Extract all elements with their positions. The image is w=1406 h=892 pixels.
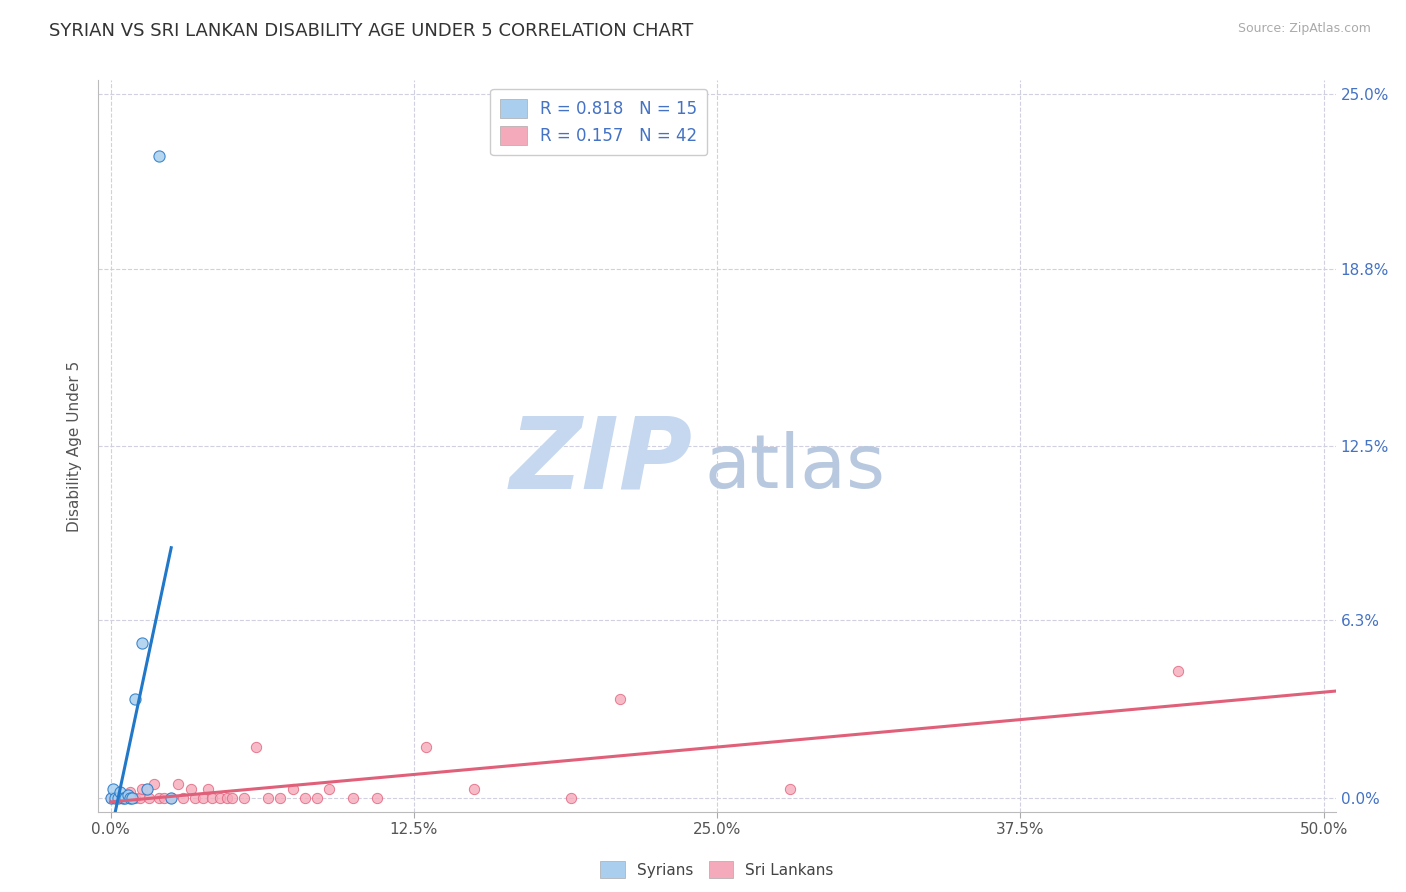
Point [110, 790, 132, 805]
Point [153, 790, 176, 805]
Point [191, 790, 214, 805]
Legend: Syrians, Sri Lankans: Syrians, Sri Lankans [595, 855, 839, 885]
Point [100, 790, 122, 805]
Point [281, 782, 304, 797]
Point [117, 788, 139, 802]
Point [101, 782, 124, 797]
Text: atlas: atlas [704, 432, 886, 505]
Y-axis label: Disability Age Under 5: Disability Age Under 5 [67, 360, 83, 532]
Point [104, 790, 127, 805]
Point [269, 790, 291, 805]
Point [104, 790, 127, 805]
Point [318, 782, 340, 797]
Point [1167, 664, 1189, 678]
Text: Source: ZipAtlas.com: Source: ZipAtlas.com [1237, 22, 1371, 36]
Point [233, 790, 256, 805]
Point [114, 790, 136, 805]
Point [111, 790, 134, 805]
Point [124, 790, 146, 805]
Point [131, 782, 153, 797]
Point [245, 739, 267, 754]
Point [201, 790, 224, 805]
Point [294, 790, 316, 805]
Point [221, 790, 243, 805]
Point [257, 790, 280, 805]
Point [118, 790, 141, 805]
Point [180, 782, 202, 797]
Point [136, 782, 159, 797]
Point [143, 776, 166, 790]
Point [779, 782, 801, 797]
Point [121, 790, 143, 805]
Point [160, 790, 183, 805]
Point [366, 790, 388, 805]
Text: SYRIAN VS SRI LANKAN DISABILITY AGE UNDER 5 CORRELATION CHART: SYRIAN VS SRI LANKAN DISABILITY AGE UNDE… [49, 22, 693, 40]
Point [148, 790, 170, 805]
Point [415, 739, 437, 754]
Point [107, 790, 129, 805]
Point [136, 782, 159, 797]
Point [560, 790, 582, 805]
Point [131, 636, 153, 650]
Point [160, 790, 183, 805]
Point [148, 149, 170, 163]
Point [305, 790, 328, 805]
Point [463, 782, 485, 797]
Point [124, 692, 146, 706]
Point [100, 790, 122, 805]
Point [114, 790, 136, 805]
Point [208, 790, 231, 805]
Text: ZIP: ZIP [509, 412, 692, 509]
Point [342, 790, 364, 805]
Point [111, 790, 134, 805]
Point [184, 790, 207, 805]
Point [128, 790, 150, 805]
Point [172, 790, 194, 805]
Point [118, 785, 141, 799]
Point [167, 776, 190, 790]
Point [215, 790, 238, 805]
Point [197, 782, 219, 797]
Point [138, 790, 160, 805]
Point [121, 790, 143, 805]
Point [110, 785, 132, 799]
Point [609, 692, 631, 706]
